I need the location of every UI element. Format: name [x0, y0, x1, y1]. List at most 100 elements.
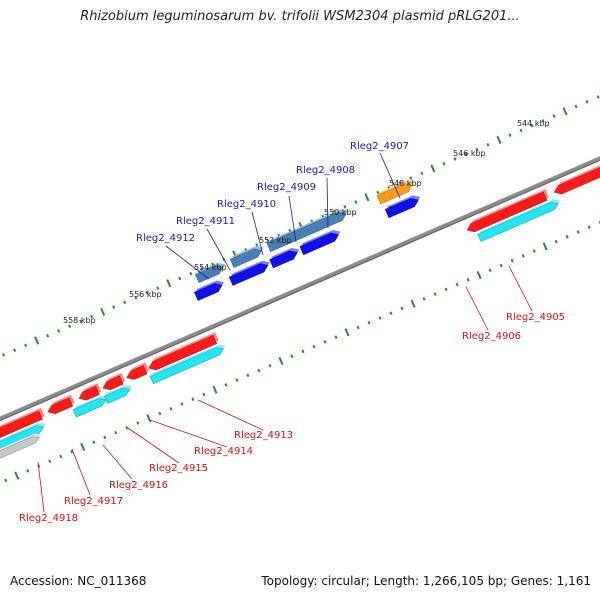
gene-feature-blue[interactable]: [194, 283, 223, 301]
leader-line-bottom: [508, 265, 533, 312]
lower-tick: [80, 442, 86, 452]
upper-tick: [123, 300, 127, 305]
lower-tick: [334, 335, 338, 339]
upper-tick: [420, 171, 424, 176]
backbone-outer: [0, 156, 600, 421]
leader-line-top: [379, 152, 401, 199]
gene-feature-blue[interactable]: [384, 197, 419, 219]
upper-tick: [343, 205, 347, 209]
lower-tick: [587, 225, 591, 230]
gene-label-rleg2-4911[interactable]: Rleg2_4911: [176, 216, 235, 227]
lower-tick: [323, 340, 327, 344]
gene-feature-red[interactable]: [466, 191, 548, 233]
gene-feature-gray[interactable]: [0, 436, 40, 469]
gene-label-rleg2-4906[interactable]: Rleg2_4906: [462, 331, 521, 342]
lower-tick: [169, 406, 173, 411]
gene-label-rleg2-4916[interactable]: Rleg2_4916: [109, 480, 168, 491]
map-title: Rhizobium leguminosarum bv. trifolii WSM…: [80, 9, 520, 24]
lower-tick: [4, 478, 8, 483]
leader-line-bottom: [127, 427, 180, 464]
kbp-label-558: 558 kbp: [63, 316, 96, 325]
gene-feature-cyan[interactable]: [72, 398, 107, 418]
gene-feature-red[interactable]: [47, 397, 74, 414]
lower-tick: [576, 230, 580, 234]
gene-feature-steel[interactable]: [195, 265, 224, 284]
gene-feature-cyan[interactable]: [103, 387, 131, 404]
gene-feature-orange[interactable]: [376, 183, 413, 205]
lower-tick: [455, 282, 459, 287]
upper-tick: [2, 353, 6, 357]
kbp-label-546: 546 kbp: [453, 149, 486, 158]
label-leaders: [37, 152, 533, 513]
gene-label-rleg2-4907[interactable]: Rleg2_4907: [350, 141, 409, 152]
lower-tick: [125, 426, 129, 430]
upper-tick: [552, 114, 556, 118]
lower-tick: [114, 430, 118, 435]
gene-label-rleg2-4917[interactable]: Rleg2_4917: [64, 496, 123, 507]
upper-tick: [57, 329, 61, 333]
gene-feature-steel[interactable]: [266, 211, 347, 252]
upper-tick: [596, 95, 600, 99]
gene-feature-red[interactable]: [102, 375, 124, 391]
upper-tick: [376, 190, 380, 195]
lower-tick: [59, 454, 63, 459]
leader-line-bottom: [465, 286, 489, 331]
kbp-label-548: 548 kbp: [389, 179, 422, 188]
upper-tick: [585, 99, 589, 104]
upper-tick: [90, 314, 94, 319]
lower-tick: [278, 356, 284, 366]
gene-feature-red[interactable]: [78, 385, 100, 401]
leader-line-bottom: [149, 419, 228, 448]
gene-label-rleg2-4909[interactable]: Rleg2_4909: [257, 182, 316, 193]
gene-label-rleg2-4912[interactable]: Rleg2_4912: [136, 233, 195, 244]
leader-line-top: [326, 177, 329, 229]
lower-tick: [180, 402, 184, 406]
lower-tick: [466, 278, 470, 282]
upper-tick: [464, 152, 468, 157]
leader-line-top: [288, 195, 297, 243]
gene-label-rleg2-4908[interactable]: Rleg2_4908: [296, 165, 355, 176]
gene-label-rleg2-4905[interactable]: Rleg2_4905: [506, 312, 565, 323]
gene-feature-blue[interactable]: [299, 232, 339, 256]
upper-tick: [453, 157, 457, 161]
gene-label-rleg2-4918[interactable]: Rleg2_4918: [19, 513, 78, 524]
upper-tick: [409, 176, 413, 180]
kbp-label-552: 552 kbp: [259, 236, 292, 245]
upper-tick: [100, 307, 106, 316]
lower-tick: [290, 354, 294, 358]
gene-feature-steel[interactable]: [229, 248, 262, 268]
upper-tick: [46, 333, 50, 338]
gene-label-rleg2-4914[interactable]: Rleg2_4914: [194, 446, 253, 457]
lower-tick: [400, 306, 404, 311]
leader-line-bottom: [37, 461, 45, 513]
lower-tick: [14, 471, 20, 480]
lower-tick: [103, 435, 107, 440]
leader-line-bottom: [197, 399, 264, 431]
lower-tick: [542, 242, 548, 251]
gene-feature-red[interactable]: [553, 160, 600, 195]
gene-label-rleg2-4915[interactable]: Rleg2_4915: [149, 463, 208, 474]
upper-tick: [79, 319, 83, 324]
gene-feature-red[interactable]: [126, 365, 148, 380]
lower-tick: [212, 385, 218, 394]
gene-feature-red[interactable]: [0, 410, 43, 449]
lower-tick: [499, 263, 503, 268]
gene-feature-blue[interactable]: [269, 250, 298, 269]
lower-tick: [224, 383, 228, 387]
gene-feature-cyan[interactable]: [149, 347, 224, 385]
gene-label-rleg2-4913[interactable]: Rleg2_4913: [234, 430, 293, 441]
gene-feature-red[interactable]: [148, 334, 218, 371]
upper-tick: [24, 343, 28, 348]
upper-tick: [530, 123, 534, 128]
lower-tick: [521, 254, 525, 258]
gene-label-rleg2-4910[interactable]: Rleg2_4910: [217, 199, 276, 210]
lower-tick: [202, 392, 206, 397]
upper-tick: [364, 193, 370, 202]
upper-tick: [34, 336, 40, 345]
gene-feature-blue[interactable]: [228, 263, 269, 286]
gene-feature-cyan[interactable]: [477, 202, 559, 242]
upper-tick: [134, 295, 138, 300]
leader-line-top: [165, 245, 210, 280]
upper-tick: [475, 147, 479, 152]
